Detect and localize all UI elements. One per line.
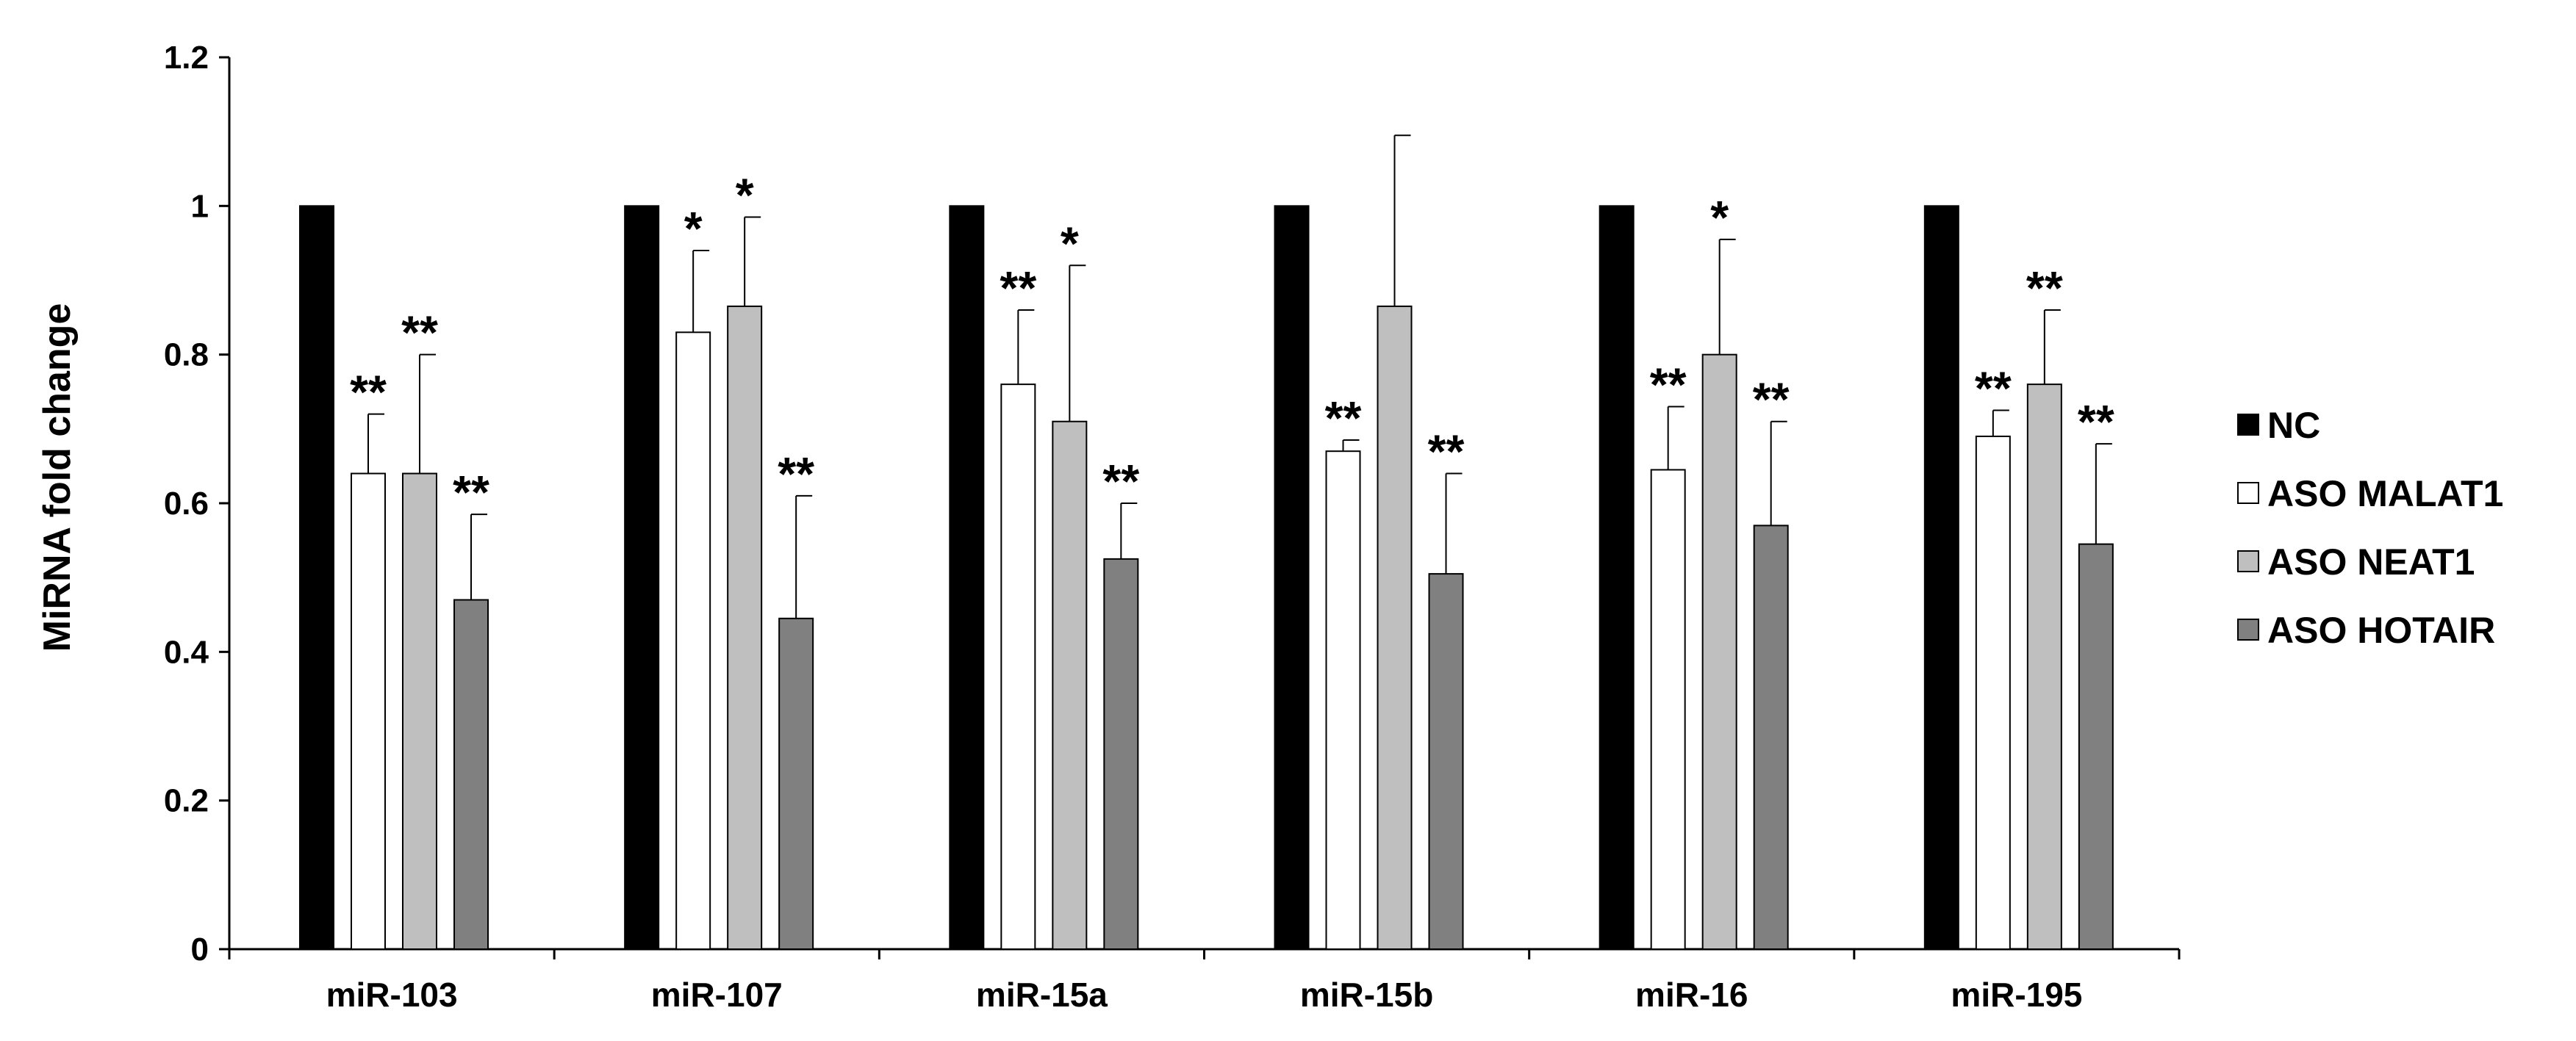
significance-mark: * — [1710, 191, 1729, 244]
bar — [453, 599, 489, 950]
y-tick-label: 1 — [191, 188, 209, 224]
x-category-label: miR-15b — [1300, 976, 1433, 1014]
significance-mark: ** — [2026, 262, 2063, 314]
significance-mark: ** — [1428, 425, 1465, 478]
bar — [1701, 353, 1737, 950]
x-category-label: miR-103 — [326, 976, 458, 1014]
y-tick-label: 0.2 — [164, 783, 209, 819]
legend-label: ASO NEAT1 — [2267, 541, 2475, 583]
bar — [1923, 205, 1959, 951]
y-tick-label: 0.6 — [164, 486, 209, 522]
legend-swatch — [2237, 619, 2259, 641]
legend-label: NC — [2267, 405, 2320, 446]
bar — [1000, 383, 1036, 950]
bar — [1975, 435, 2011, 950]
significance-mark: ** — [2078, 395, 2114, 448]
significance-mark: ** — [1753, 373, 1790, 426]
significance-mark: ** — [778, 447, 814, 500]
x-category-label: miR-16 — [1635, 976, 1748, 1014]
significance-mark: ** — [453, 466, 489, 519]
bar — [949, 205, 985, 951]
legend-swatch — [2237, 414, 2259, 436]
bar — [727, 305, 763, 950]
bar — [675, 331, 711, 951]
bar — [778, 617, 814, 951]
bar — [1753, 525, 1789, 950]
significance-mark: ** — [350, 366, 387, 419]
legend-swatch — [2237, 482, 2259, 504]
bar — [1650, 469, 1686, 950]
y-tick-label: 0.4 — [164, 634, 209, 670]
bars: ************************ ****** — [299, 134, 2114, 951]
legend-label: ASO MALAT1 — [2267, 473, 2503, 514]
y-axis-title: MiRNA fold change — [36, 303, 79, 652]
bar — [1325, 450, 1361, 950]
y-tick-label: 0 — [191, 932, 209, 968]
legend-label: ASO HOTAIR — [2267, 610, 2495, 651]
bar — [1377, 305, 1413, 950]
axes: 0 0.2 0.4 0.6 0.8 1 1.2 miR-103 miR-107 miR-15a mi… — [164, 40, 2181, 1014]
bar — [1428, 573, 1464, 950]
bar — [351, 472, 386, 950]
y-tick-label: 0.8 — [164, 337, 209, 373]
x-category-label: miR-15a — [976, 976, 1108, 1014]
x-category-label: miR-107 — [651, 976, 783, 1014]
y-tick-label: 1.2 — [164, 40, 209, 76]
significance-mark: * — [684, 202, 703, 255]
bar — [2026, 383, 2062, 950]
bar — [402, 472, 437, 950]
significance-mark: * — [1061, 217, 1079, 270]
bar — [2078, 543, 2114, 950]
significance-mark: * — [736, 169, 754, 222]
significance-mark: ** — [1102, 455, 1139, 508]
bar — [299, 205, 334, 951]
bar — [1052, 420, 1088, 950]
significance-mark: ** — [1975, 362, 2012, 415]
significance-mark: ** — [1650, 358, 1687, 411]
legend: NC ASO MALAT1 ASO NEAT1 ASO HOTAIR — [2237, 405, 2503, 651]
significance-mark: ** — [401, 306, 438, 359]
legend-swatch — [2237, 550, 2259, 572]
x-category-label: miR-195 — [1951, 976, 2082, 1014]
bar — [624, 205, 660, 951]
bar — [1103, 558, 1139, 950]
bar — [1274, 205, 1310, 951]
bar — [1599, 205, 1635, 951]
significance-mark: ** — [1000, 262, 1036, 314]
significance-mark: ** — [1325, 392, 1362, 444]
